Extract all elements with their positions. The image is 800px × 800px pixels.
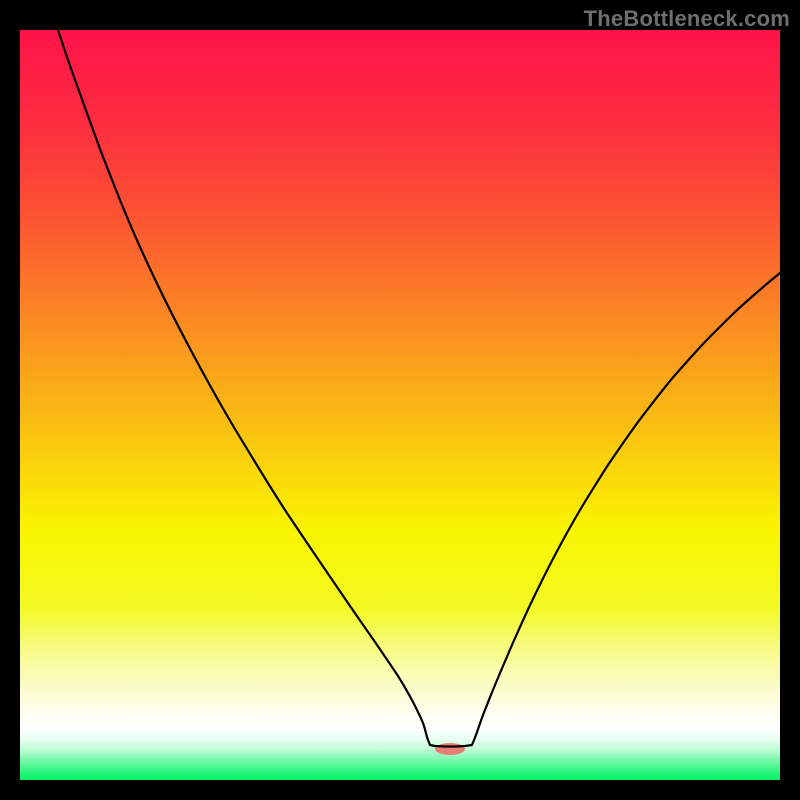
gradient-background xyxy=(20,30,780,780)
plot-area xyxy=(20,30,780,780)
optimum-marker xyxy=(435,743,465,755)
chart-frame: TheBottleneck.com xyxy=(0,0,800,800)
watermark-text: TheBottleneck.com xyxy=(584,6,790,32)
plot-svg xyxy=(20,30,780,780)
